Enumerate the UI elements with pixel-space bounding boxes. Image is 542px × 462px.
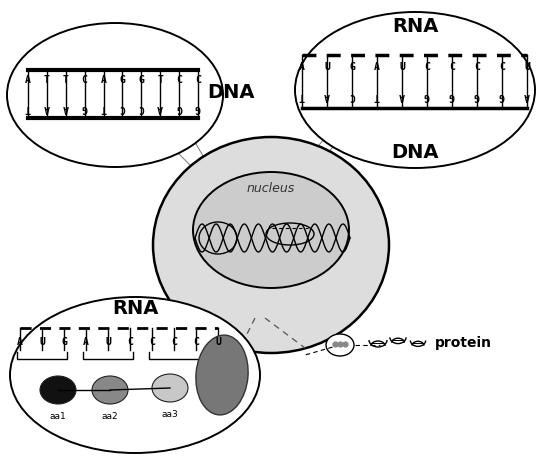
Text: U: U — [524, 62, 530, 72]
Ellipse shape — [152, 374, 188, 402]
Ellipse shape — [7, 23, 223, 167]
Text: DNA: DNA — [207, 83, 255, 102]
Text: A: A — [157, 103, 163, 113]
Text: A: A — [17, 337, 23, 347]
Ellipse shape — [10, 297, 260, 453]
Text: protein: protein — [435, 336, 492, 350]
Text: RNA: RNA — [112, 298, 158, 317]
Text: U: U — [215, 337, 221, 347]
Text: C: C — [499, 62, 505, 72]
Text: C: C — [449, 62, 455, 72]
Text: RNA: RNA — [392, 17, 438, 36]
Text: A: A — [374, 62, 380, 72]
Text: G: G — [176, 103, 182, 113]
Text: A: A — [299, 62, 305, 72]
Ellipse shape — [193, 172, 349, 288]
Text: T: T — [44, 75, 50, 85]
Text: C: C — [424, 62, 430, 72]
Text: C: C — [474, 62, 480, 72]
Text: G: G — [424, 91, 430, 101]
Text: G: G — [195, 103, 201, 113]
Ellipse shape — [40, 376, 76, 404]
Text: aa2: aa2 — [102, 412, 118, 421]
Text: C: C — [176, 75, 182, 85]
Ellipse shape — [295, 12, 535, 168]
Ellipse shape — [153, 137, 389, 353]
Text: C: C — [119, 103, 125, 113]
Text: C: C — [138, 103, 144, 113]
Text: T: T — [25, 103, 31, 113]
Text: A: A — [83, 337, 89, 347]
Ellipse shape — [92, 376, 128, 404]
Text: aa1: aa1 — [50, 412, 66, 421]
Text: T: T — [101, 103, 106, 113]
Text: G: G — [119, 75, 125, 85]
Text: U: U — [105, 337, 111, 347]
Text: T: T — [374, 91, 380, 101]
Text: A: A — [324, 91, 330, 101]
Text: A: A — [101, 75, 106, 85]
Text: U: U — [399, 62, 405, 72]
Text: G: G — [474, 91, 480, 101]
Text: A: A — [25, 75, 31, 85]
Text: C: C — [82, 75, 88, 85]
Text: aa3: aa3 — [162, 410, 178, 419]
Text: nucleus: nucleus — [247, 182, 295, 195]
Text: A: A — [524, 91, 530, 101]
Text: G: G — [449, 91, 455, 101]
Text: G: G — [349, 62, 355, 72]
Ellipse shape — [196, 335, 248, 415]
Text: C: C — [127, 337, 133, 347]
Text: G: G — [82, 103, 88, 113]
Text: A: A — [63, 103, 69, 113]
Text: C: C — [193, 337, 199, 347]
Text: G: G — [138, 75, 144, 85]
Ellipse shape — [326, 334, 354, 356]
Text: G: G — [61, 337, 67, 347]
Text: G: G — [499, 91, 505, 101]
Text: C: C — [171, 337, 177, 347]
Text: C: C — [349, 91, 355, 101]
Text: A: A — [399, 91, 405, 101]
Text: T: T — [63, 75, 69, 85]
Text: C: C — [195, 75, 201, 85]
Text: DNA: DNA — [391, 142, 439, 162]
Text: T: T — [299, 91, 305, 101]
Text: U: U — [324, 62, 330, 72]
Text: U: U — [39, 337, 45, 347]
Text: C: C — [149, 337, 155, 347]
Text: T: T — [157, 75, 163, 85]
Text: A: A — [44, 103, 50, 113]
